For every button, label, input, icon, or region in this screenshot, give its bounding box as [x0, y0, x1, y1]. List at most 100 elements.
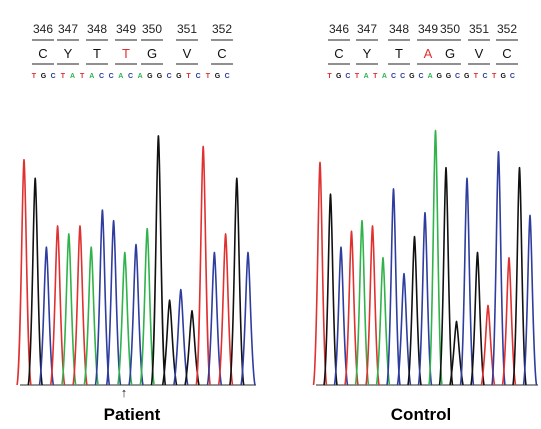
base-call: G	[409, 73, 415, 80]
base-call: T	[355, 73, 360, 80]
amino-acid: G	[445, 46, 455, 61]
base-call: C	[51, 73, 56, 80]
codon-number: 352	[497, 22, 517, 36]
base-call: T	[61, 73, 66, 80]
trace-peak-G	[150, 135, 167, 386]
base-call: A	[382, 73, 387, 80]
base-call: C	[99, 73, 104, 80]
base-call: A	[364, 73, 369, 80]
base-call: T	[80, 73, 85, 80]
mutation-arrow-icon: ↑	[121, 385, 128, 400]
trace-peak-T	[49, 225, 66, 386]
trace-peak-T	[217, 233, 234, 386]
codon-number: 350	[440, 22, 460, 36]
base-call: G	[41, 73, 47, 80]
trace-peak-C	[396, 272, 412, 386]
codon-number: 349	[116, 22, 136, 36]
base-call: C	[482, 73, 487, 80]
base-call: C	[418, 73, 423, 80]
base-call: A	[70, 73, 75, 80]
codon-number: 347	[58, 22, 78, 36]
base-call: G	[215, 73, 221, 80]
amino-acid: V	[183, 46, 192, 61]
base-call: T	[474, 73, 479, 80]
panel-caption: Patient	[104, 405, 161, 424]
mutated-amino-acid: T	[122, 46, 130, 61]
amino-acid: C	[502, 46, 511, 61]
base-call: C	[510, 73, 515, 80]
base-call: C	[391, 73, 396, 80]
trace-peak-G	[229, 177, 245, 386]
base-call: C	[128, 73, 133, 80]
trace-peak-C	[459, 177, 475, 386]
base-call: G	[176, 73, 182, 80]
codon-number: 352	[212, 22, 232, 36]
trace-peak-C	[105, 219, 122, 386]
trace-peak-A	[428, 129, 443, 386]
base-call: T	[32, 73, 37, 80]
amino-acid: C	[217, 46, 226, 61]
amino-acid: G	[147, 46, 157, 61]
trace-peak-G	[323, 193, 338, 386]
codon-number: 346	[33, 22, 53, 36]
trace-peak-G	[27, 177, 43, 386]
codon-number: 350	[142, 22, 162, 36]
mutated-amino-acid: A	[424, 46, 433, 61]
base-call: T	[186, 73, 191, 80]
base-call: G	[464, 73, 470, 80]
amino-acid: C	[38, 46, 47, 61]
trace-peak-C	[128, 243, 144, 386]
base-call: C	[167, 73, 172, 80]
amino-acid: T	[395, 46, 403, 61]
trace-peak-C	[522, 214, 538, 386]
trace-peak-T	[72, 225, 88, 386]
base-call: G	[437, 73, 443, 80]
trace-peak-C	[173, 288, 189, 386]
codon-number: 347	[357, 22, 377, 36]
codon-number: 348	[389, 22, 409, 36]
base-call: C	[109, 73, 114, 80]
amino-acid: Y	[64, 46, 73, 61]
codon-number: 348	[87, 22, 107, 36]
trace-peak-T	[16, 158, 32, 386]
trace-peak-G	[512, 166, 527, 386]
trace-peak-A	[139, 227, 155, 386]
codon-number: 346	[329, 22, 349, 36]
amino-acid: V	[475, 46, 484, 61]
base-call: A	[138, 73, 143, 80]
base-call: T	[492, 73, 497, 80]
base-call: C	[225, 73, 230, 80]
base-call: G	[446, 73, 452, 80]
trace-peak-T	[344, 230, 359, 386]
trace-peak-A	[375, 257, 391, 386]
base-call: G	[336, 73, 342, 80]
base-call: G	[147, 73, 153, 80]
trace-peak-A	[61, 233, 77, 386]
trace-peak-A	[83, 246, 99, 386]
base-call: T	[327, 73, 332, 80]
trace-peak-T	[501, 257, 517, 386]
trace-peak-C	[38, 246, 55, 386]
base-call: C	[455, 73, 460, 80]
base-call: G	[501, 73, 507, 80]
base-call: C	[345, 73, 350, 80]
trace-peak-T	[365, 225, 380, 386]
trace-peak-C	[491, 151, 506, 386]
trace-peak-G	[407, 235, 422, 386]
trace-peak-T	[312, 161, 328, 386]
codon-number: 351	[177, 22, 197, 36]
codon-number: 351	[469, 22, 489, 36]
trace-peak-T	[195, 145, 211, 386]
amino-acid: C	[334, 46, 343, 61]
base-call: A	[89, 73, 94, 80]
trace-peak-A	[354, 219, 370, 386]
trace-peak-A	[117, 251, 133, 386]
trace-peak-C	[333, 246, 349, 386]
trace-peak-G	[470, 251, 485, 386]
base-call: G	[157, 73, 163, 80]
base-call: C	[400, 73, 405, 80]
codon-number: 349	[418, 22, 438, 36]
